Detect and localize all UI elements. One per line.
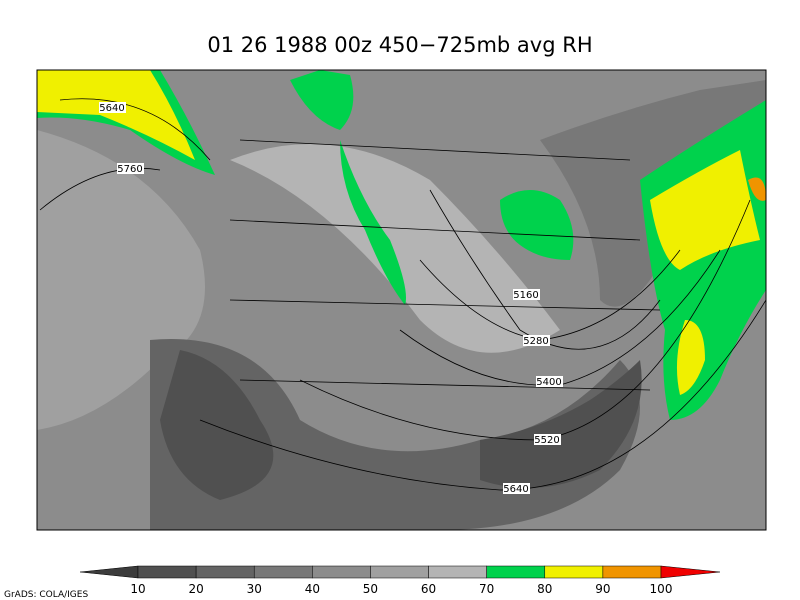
contour-label: 5640 [99,103,124,114]
colorbar-segment [660,565,721,579]
colorbar-label: 70 [479,582,494,596]
colorbar: 10 20 30 40 50 60 70 80 90 100 [79,565,721,596]
colorbar-segment [602,565,662,579]
colorbar-label: 60 [421,582,436,596]
colorbar-label: 20 [188,582,203,596]
colorbar-label: 30 [247,582,262,596]
map: 5640 5760 5160 5280 5400 5520 5640 [36,69,767,531]
contour-label: 5640 [503,484,528,495]
colorbar-segment [428,565,487,579]
colorbar-label: 80 [537,582,552,596]
colorbar-label: 90 [595,582,610,596]
colorbar-segment [253,565,313,579]
colorbar-segment [79,565,139,579]
colorbar-segment [486,565,546,579]
colorbar-segment [137,565,197,579]
colorbar-segment [312,565,371,579]
contour-label: 5280 [523,336,548,347]
map-title: 01 26 1988 00z 450−725mb avg RH [207,33,592,57]
colorbar-segment [195,565,255,579]
footer: GrADS: COLA/IGES [4,590,88,600]
colorbar-label: 10 [130,582,145,596]
colorbar-label: 40 [305,582,320,596]
colorbar-label: 100 [650,582,673,596]
colorbar-segment [370,565,429,579]
colorbar-label: 50 [363,582,378,596]
contour-label: 5160 [513,290,538,301]
contour-label: 5520 [534,435,559,446]
contour-labels: 5640 5760 5160 5280 5400 5520 5640 [99,102,563,495]
contour-label: 5760 [117,164,142,175]
colorbar-segment [544,565,604,579]
contour-label: 5400 [536,377,561,388]
